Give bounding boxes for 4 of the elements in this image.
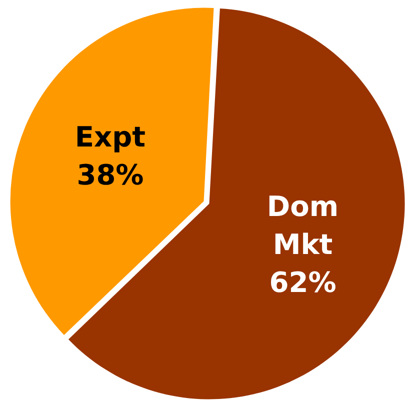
data-label: 38% [76, 158, 144, 192]
slice-label: Expt [74, 120, 146, 154]
data-label: 62% [269, 266, 336, 299]
slice-label: Dom Mkt [266, 190, 339, 261]
